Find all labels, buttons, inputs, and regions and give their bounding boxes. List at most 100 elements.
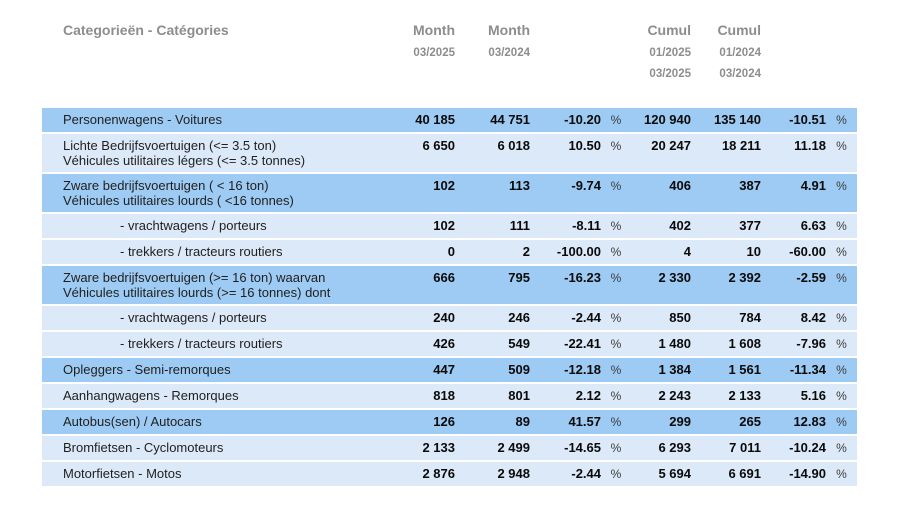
cumul-current-value: 2 330	[658, 270, 691, 285]
category-label: - trekkers / tracteurs routiers	[42, 240, 310, 263]
month-previous-value: 6 018	[497, 138, 530, 153]
month-previous-value: 801	[508, 388, 530, 403]
percent-sign: %	[610, 139, 622, 153]
percent-sign: %	[610, 363, 622, 377]
month-previous-value: 2 499	[497, 440, 530, 455]
category-label-line: Zware bedrijfsvoertuigen (>= 16 ton) waa…	[63, 270, 326, 285]
percent-sign: %	[610, 179, 622, 193]
category-label: - trekkers / tracteurs routiers	[42, 332, 310, 355]
month-percent-value: -12.18	[564, 362, 601, 377]
percent-sign: %	[836, 363, 847, 377]
month-previous-title: Month	[488, 22, 530, 38]
category-label-line: Motorfietsen - Motos	[63, 466, 182, 481]
cumul-percent-value: -11.34	[789, 362, 826, 377]
month-previous-column-header: Month 03/2024	[455, 22, 530, 80]
cumul-percent-value: -7.96	[796, 336, 826, 351]
month-previous-value: 44 751	[490, 112, 530, 127]
cumul-percent-value: 12.83	[793, 414, 826, 429]
month-percent-value: -22.41	[564, 336, 601, 351]
cumul-previous-value: 2 133	[728, 388, 761, 403]
cumul-percent-value: 5.16	[800, 388, 826, 403]
percent-sign: %	[836, 467, 847, 481]
cumul-current-value: 1 384	[658, 362, 691, 377]
spacer	[601, 22, 631, 80]
cumul-previous-value: 377	[739, 218, 761, 233]
cumul-percent-value: 11.18	[794, 138, 826, 153]
percent-sign: %	[610, 271, 622, 285]
month-current-value: 126	[433, 414, 455, 429]
percent-sign: %	[836, 219, 847, 233]
month-previous-value: 509	[508, 362, 530, 377]
cumul-previous-value: 784	[739, 310, 761, 325]
percent-sign: %	[836, 311, 847, 325]
cumul-percent-value: -10.24	[789, 440, 826, 455]
month-previous-value: 795	[508, 270, 530, 285]
category-label-line: Zware bedrijfsvoertuigen ( < 16 ton)	[63, 178, 269, 193]
month-percent-value: -10.20	[564, 112, 601, 127]
cumul-percent-value: -14.90	[789, 466, 826, 481]
category-label: Lichte Bedrijfsvoertuigen (<= 3.5 ton) Vé…	[42, 134, 310, 172]
cumul-previous-value: 1 608	[728, 336, 761, 351]
month-percent-value: -2.44	[571, 466, 601, 481]
cumul-current-value: 299	[669, 414, 691, 429]
category-label-line: Véhicules utilitaires lourds (>= 16 tonn…	[63, 285, 331, 300]
cumul-previous-value: 2 392	[728, 270, 761, 285]
percent-sign: %	[836, 441, 847, 455]
table-row: - trekkers / tracteurs routiers 0 2 -100.00…	[42, 240, 857, 264]
cumul-current-title: Cumul	[647, 22, 691, 38]
category-label-line: - vrachtwagens / porteurs	[120, 218, 267, 233]
percent-sign: %	[610, 219, 622, 233]
cumul-current-value: 2 243	[658, 388, 691, 403]
month-previous-value: 246	[508, 310, 530, 325]
percent-sign: %	[610, 311, 622, 325]
month-current-column-header: Month 03/2025	[310, 22, 455, 80]
spacer	[826, 22, 857, 80]
month-current-value: 2 876	[422, 466, 455, 481]
month-current-value: 818	[433, 388, 455, 403]
month-current-value: 240	[433, 310, 455, 325]
category-label-line: - trekkers / tracteurs routiers	[120, 336, 283, 351]
category-label-line: Bromfietsen - Cyclomoteurs	[63, 440, 224, 455]
percent-sign: %	[836, 139, 847, 153]
cumul-previous-value: 135 140	[714, 112, 761, 127]
cumul-previous-value: 265	[739, 414, 761, 429]
month-percent-value: -100.00	[556, 244, 601, 259]
cumul-percent-value: 4.91	[800, 178, 826, 193]
cumul-current-column-header: Cumul 01/2025 03/2025	[631, 22, 691, 80]
cumul-previous-period-from: 01/2024	[719, 47, 761, 59]
category-label: - vrachtwagens / porteurs	[42, 306, 310, 329]
percent-sign: %	[836, 113, 847, 127]
cumul-previous-value: 387	[739, 178, 761, 193]
category-label: Personenwagens - Voitures	[42, 108, 310, 131]
table-row: Zware bedrijfsvoertuigen ( < 16 ton) Véhi…	[42, 174, 857, 212]
cumul-previous-value: 18 211	[721, 138, 761, 153]
month-previous-value: 2 948	[497, 466, 530, 481]
month-current-value: 102	[433, 178, 455, 193]
category-label: Bromfietsen - Cyclomoteurs	[42, 436, 310, 459]
table-row: Motorfietsen - Motos 2 876 2 948 -2.44% 5 69…	[42, 462, 857, 486]
percent-sign: %	[610, 441, 622, 455]
spacer	[530, 22, 601, 80]
month-current-value: 40 185	[415, 112, 455, 127]
cumul-current-value: 5 694	[658, 466, 691, 481]
table-row: Opleggers - Semi-remorques 447 509 -12.18% 1…	[42, 358, 857, 382]
percent-sign: %	[610, 467, 622, 481]
category-label-line: Aanhangwagens - Remorques	[63, 388, 239, 403]
table-row: Autobus(sen) / Autocars 126 89 41.57% 299 265…	[42, 410, 857, 434]
month-percent-value: -9.74	[571, 178, 601, 193]
table-row: Zware bedrijfsvoertuigen (>= 16 ton) waa…	[42, 266, 857, 304]
month-current-value: 426	[433, 336, 455, 351]
cumul-percent-value: 6.63	[800, 218, 826, 233]
cumul-current-value: 406	[669, 178, 691, 193]
table-row: Lichte Bedrijfsvoertuigen (<= 3.5 ton) Vé…	[42, 134, 857, 172]
month-previous-value: 89	[515, 414, 530, 429]
cumul-current-period-from: 01/2025	[649, 47, 691, 59]
category-label-line: - trekkers / tracteurs routiers	[120, 244, 283, 259]
category-label-line: Autobus(sen) / Autocars	[63, 414, 202, 429]
cumul-previous-value: 7 011	[729, 440, 761, 455]
table-row: Bromfietsen - Cyclomoteurs 2 133 2 499 -14.…	[42, 436, 857, 460]
month-current-value: 0	[447, 244, 455, 259]
percent-sign: %	[836, 245, 847, 259]
category-label-line: Véhicules utilitaires légers (<= 3.5 ton…	[63, 153, 306, 168]
